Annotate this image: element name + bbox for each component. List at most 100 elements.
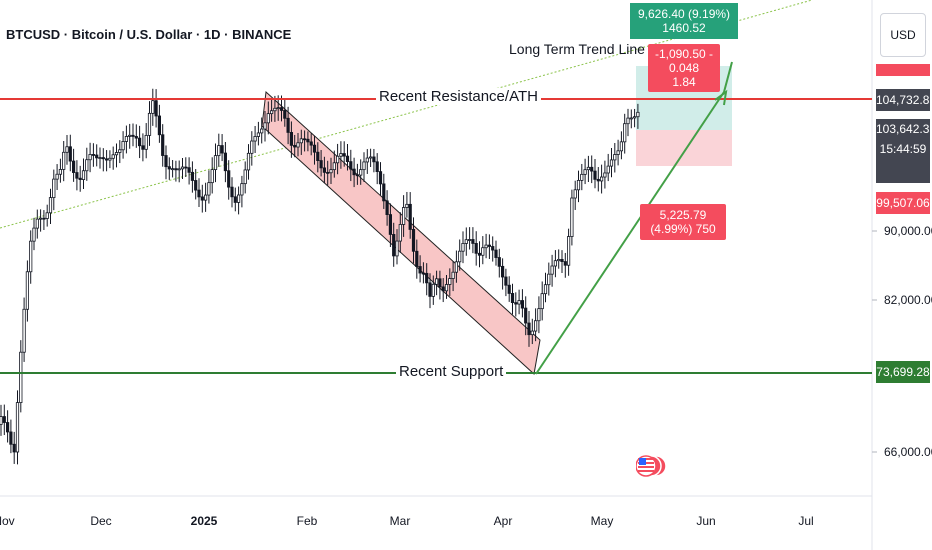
- candle-body: [441, 286, 445, 292]
- candle-body: [461, 243, 465, 252]
- candle-body: [164, 155, 168, 168]
- x-tick-label: Feb: [296, 514, 318, 528]
- candle-body: [329, 169, 333, 174]
- trend-arrow-head: [714, 89, 728, 106]
- candle-body: [375, 161, 379, 172]
- candle-body: [534, 320, 538, 332]
- candle-body: [210, 169, 214, 184]
- x-tick-label: Jun: [696, 514, 716, 528]
- candle-body: [52, 178, 56, 198]
- candle-body: [39, 217, 43, 220]
- candle-body: [524, 307, 528, 324]
- candle-body: [289, 132, 294, 146]
- candle-body: [401, 207, 406, 225]
- candle-body: [253, 136, 257, 142]
- candle-body: [147, 112, 152, 136]
- candle-body: [32, 227, 36, 242]
- candle-body: [411, 229, 416, 252]
- candle-body: [392, 234, 396, 257]
- stop-label: 5,225.79 (4.99%) 750: [640, 204, 726, 240]
- candle-body: [55, 173, 59, 180]
- candle-body: [567, 236, 571, 266]
- candle-body: [514, 302, 518, 305]
- candle-body: [481, 247, 485, 256]
- candle-body: [636, 111, 640, 118]
- candle-body: [553, 260, 558, 267]
- candle-body: [372, 156, 376, 163]
- candle-body: [586, 166, 591, 171]
- candle-body: [187, 167, 191, 173]
- candle-body: [550, 265, 554, 275]
- candle-body: [263, 122, 267, 130]
- x-tick-label: Dec: [90, 514, 112, 528]
- candle-body: [557, 258, 561, 262]
- candle-body: [500, 265, 505, 278]
- long-term-trend-line: [0, 0, 813, 229]
- candle-body: [65, 146, 69, 153]
- candle-body: [19, 351, 23, 403]
- candle-body: [316, 151, 320, 161]
- candle-body: [68, 146, 72, 162]
- candle-body: [345, 155, 350, 163]
- candle-body: [233, 196, 237, 203]
- candle-body: [606, 165, 610, 174]
- candle-body: [444, 284, 449, 292]
- x-tick-label: Mar: [389, 514, 411, 528]
- candle-body: [319, 160, 323, 169]
- candle-body: [293, 144, 297, 148]
- candle-body: [75, 172, 79, 179]
- candle-body: [451, 271, 455, 279]
- candle-body: [349, 161, 353, 170]
- candle-body: [537, 308, 541, 322]
- candle-body: [302, 138, 307, 141]
- candle-body: [342, 153, 346, 157]
- symbol-title[interactable]: BTCUSD · Bitcoin / U.S. Dollar · 1D · BI…: [6, 27, 292, 42]
- candle-body: [266, 113, 270, 124]
- candle-body: [105, 158, 109, 161]
- candle-body: [154, 100, 158, 117]
- candle-body: [9, 431, 13, 445]
- candle-body: [365, 157, 369, 163]
- candle-body: [609, 159, 614, 167]
- candle-body: [217, 145, 221, 157]
- candle-body: [573, 189, 577, 199]
- x-tick-label: Jul: [798, 514, 814, 528]
- candle-body: [207, 182, 211, 196]
- candle-body: [309, 141, 313, 146]
- candle-body: [616, 150, 620, 155]
- candle-body: [2, 416, 6, 423]
- candle-body: [161, 134, 165, 156]
- candle-body: [471, 239, 475, 244]
- candle-body: [619, 141, 624, 152]
- candle-body: [134, 136, 138, 139]
- candle-body: [223, 152, 227, 172]
- candle-body: [359, 169, 363, 176]
- candle-body: [194, 180, 198, 191]
- candle-body: [276, 107, 280, 110]
- candle-body: [312, 144, 317, 153]
- candle-body: [91, 154, 95, 156]
- candle-body: [174, 168, 178, 171]
- candle-body: [560, 258, 564, 262]
- candle-body: [596, 178, 600, 182]
- candle-body: [286, 117, 290, 133]
- candle-body: [339, 153, 343, 157]
- risk-label: -1,090.50 - 0.048 1.84: [648, 44, 720, 92]
- x-tick-label: May: [590, 514, 614, 528]
- candle-body: [101, 157, 105, 160]
- candle-body: [332, 162, 336, 171]
- candle-body: [111, 154, 115, 159]
- us-flag-event-icon[interactable]: [636, 444, 666, 488]
- candle-body: [474, 243, 478, 254]
- x-tick-label: 2025: [190, 514, 218, 528]
- candle-body: [467, 239, 472, 241]
- candle-body: [81, 170, 86, 180]
- target-price-tag: [876, 64, 930, 76]
- candle-body: [448, 278, 452, 285]
- candle-body: [131, 134, 135, 137]
- candle-body: [22, 308, 26, 353]
- candle-body: [220, 145, 224, 154]
- currency-button[interactable]: USD: [880, 13, 926, 57]
- candle-body: [335, 155, 340, 164]
